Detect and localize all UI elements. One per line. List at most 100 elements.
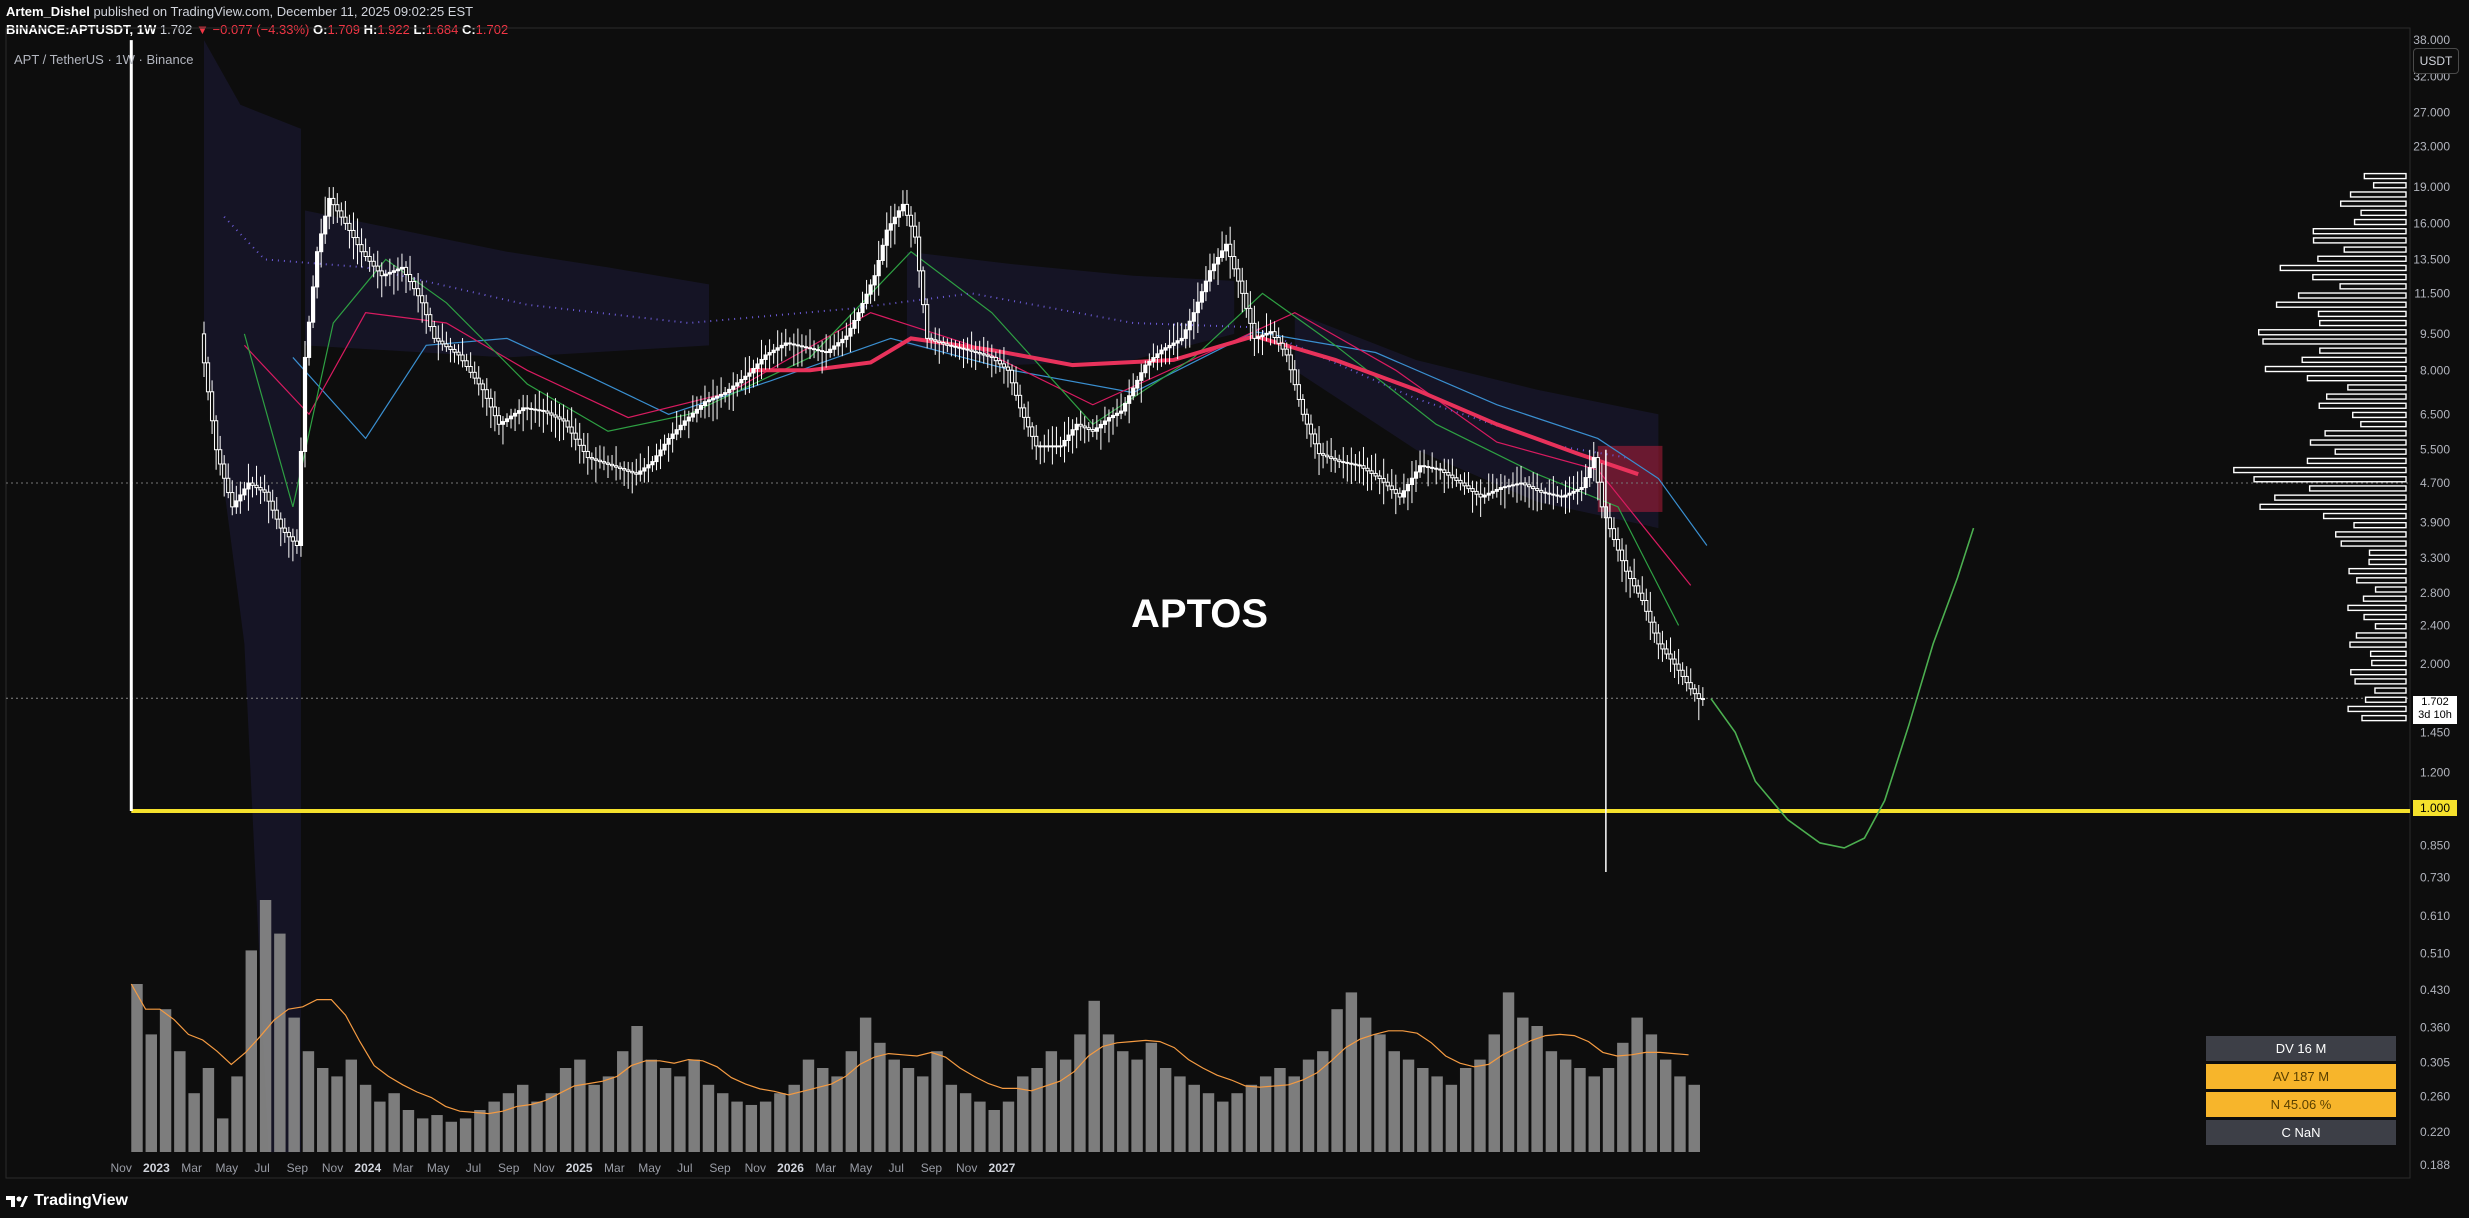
volume-bar bbox=[817, 1068, 829, 1152]
tradingview-logo[interactable]: TradingView bbox=[6, 1192, 128, 1210]
candle-body bbox=[1312, 433, 1318, 445]
volume-bar bbox=[231, 1076, 243, 1152]
candle-body bbox=[508, 415, 514, 420]
candle-body bbox=[1167, 344, 1172, 349]
volume-bar bbox=[759, 1101, 772, 1152]
volume-profile-bar bbox=[2374, 586, 2407, 593]
volume-bar bbox=[459, 1118, 472, 1152]
volume-bar bbox=[874, 1042, 886, 1152]
candle-body bbox=[1458, 479, 1463, 484]
volume-profile-bar bbox=[2348, 567, 2407, 575]
candle-body bbox=[589, 457, 594, 460]
volume-bar bbox=[431, 1115, 443, 1152]
candle-body bbox=[1571, 490, 1576, 494]
candle-body bbox=[1506, 485, 1512, 488]
volume-bar bbox=[1117, 1051, 1129, 1152]
volume-profile-bar bbox=[2363, 613, 2407, 621]
candle-body bbox=[480, 383, 485, 391]
candle-body bbox=[585, 450, 590, 459]
volume-bar bbox=[1659, 1059, 1672, 1152]
candle-body bbox=[492, 406, 497, 417]
y-tick-label: 0.188 bbox=[2420, 1158, 2450, 1172]
candle-body bbox=[957, 346, 962, 349]
volume-profile-bar bbox=[2374, 687, 2407, 694]
candle-body bbox=[993, 356, 998, 362]
x-tick-label: Mar bbox=[393, 1161, 414, 1175]
symbol-line: BINANCE:APTUSDT, 1W bbox=[6, 22, 157, 37]
y-tick-label: 5.500 bbox=[2420, 443, 2450, 457]
volume-bar bbox=[659, 1068, 672, 1152]
footer: TradingView bbox=[0, 1188, 2469, 1218]
candle-body bbox=[1632, 578, 1637, 587]
candle-body bbox=[1155, 353, 1160, 359]
candle-body bbox=[468, 366, 473, 373]
volume-bar bbox=[1274, 1068, 1286, 1152]
candle-body bbox=[1389, 485, 1394, 491]
candle-body bbox=[779, 344, 784, 349]
volume-bar bbox=[1688, 1084, 1700, 1152]
candle-body bbox=[452, 348, 457, 353]
candle-body bbox=[1147, 360, 1152, 366]
candle-body bbox=[238, 494, 243, 502]
candle-body bbox=[864, 293, 869, 304]
volume-profile-bar bbox=[2306, 457, 2407, 465]
y-tick-label: 0.360 bbox=[2420, 1021, 2450, 1035]
candle-body bbox=[1151, 357, 1156, 362]
volume-bar bbox=[174, 1051, 186, 1152]
author-name[interactable]: Artem_Dishel bbox=[6, 4, 90, 19]
candle-body bbox=[630, 470, 635, 474]
volume-profile-bar bbox=[2274, 494, 2407, 501]
candle-body bbox=[1284, 348, 1289, 356]
candle-body bbox=[860, 302, 865, 314]
y-tick-label: 1.200 bbox=[2420, 765, 2450, 779]
volume-bar bbox=[902, 1068, 915, 1152]
candle-body bbox=[1163, 347, 1168, 351]
candle-body bbox=[1030, 426, 1035, 437]
x-tick-label: 2023 bbox=[143, 1161, 170, 1175]
candle-body bbox=[230, 492, 235, 508]
candle-body bbox=[739, 379, 744, 384]
candle-body bbox=[581, 444, 586, 452]
candle-body bbox=[302, 356, 308, 452]
candle-body bbox=[678, 424, 683, 431]
volume-bar bbox=[145, 1034, 157, 1152]
candle-body bbox=[201, 333, 207, 364]
candle-body bbox=[941, 342, 946, 345]
volume-bar bbox=[1202, 1093, 1215, 1152]
volume-bar bbox=[988, 1110, 1000, 1152]
x-tick-label: Nov bbox=[745, 1161, 766, 1175]
candle-body bbox=[541, 409, 546, 412]
candle-body bbox=[1567, 492, 1572, 496]
stats-panel: DV 16 M AV 187 M N 45.06 % C NaN bbox=[2206, 1036, 2396, 1148]
volume-bar bbox=[1617, 1042, 1629, 1152]
ma-red-line bbox=[749, 334, 1639, 477]
candle-body bbox=[682, 420, 687, 426]
currency-badge[interactable]: USDT bbox=[2413, 48, 2459, 74]
candle-body bbox=[662, 443, 667, 451]
volume-profile-bar bbox=[2339, 200, 2407, 207]
candle-body bbox=[872, 275, 877, 286]
y-tick-label: 0.260 bbox=[2420, 1089, 2450, 1103]
volume-bar bbox=[131, 984, 143, 1152]
candle-body bbox=[904, 203, 910, 216]
candle-body bbox=[1357, 464, 1362, 467]
candle-body bbox=[1648, 610, 1653, 623]
candle-body bbox=[1292, 369, 1297, 386]
volume-bar bbox=[788, 1084, 800, 1152]
candle-body bbox=[1599, 481, 1604, 508]
bar-countdown: 3d 10h bbox=[2418, 709, 2452, 721]
candle-body bbox=[355, 237, 360, 246]
last-price-tag: 1.702 3d 10h bbox=[2413, 696, 2457, 724]
candle-body bbox=[702, 401, 708, 406]
candle-body bbox=[1280, 342, 1285, 350]
candle-body bbox=[1038, 445, 1043, 448]
candle-body bbox=[1543, 491, 1548, 494]
candle-body bbox=[626, 469, 631, 472]
volume-bar bbox=[545, 1093, 558, 1152]
candle-body bbox=[1199, 291, 1204, 303]
candle-body bbox=[1135, 379, 1140, 389]
volume-profile-bar bbox=[2319, 319, 2407, 327]
candle-body bbox=[803, 346, 809, 349]
volume-bar bbox=[1602, 1068, 1615, 1152]
